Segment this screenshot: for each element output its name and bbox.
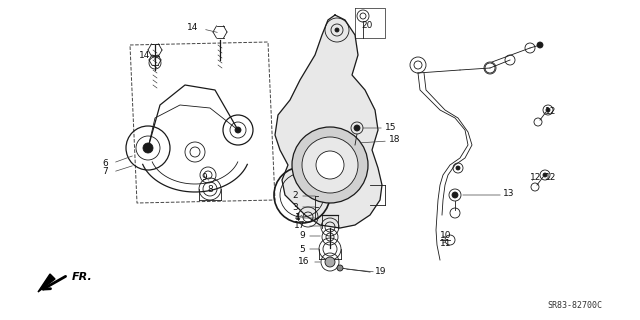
Text: 5: 5 [300, 244, 305, 253]
Text: 19: 19 [375, 268, 387, 276]
Text: 9: 9 [300, 231, 305, 241]
Text: 12: 12 [545, 173, 556, 182]
Polygon shape [275, 15, 382, 228]
Text: SR83-82700C: SR83-82700C [547, 300, 602, 309]
Text: 11: 11 [440, 239, 451, 249]
Circle shape [543, 173, 547, 177]
Text: 15: 15 [385, 123, 397, 132]
Circle shape [354, 125, 360, 131]
Circle shape [337, 265, 343, 271]
Text: 7: 7 [102, 167, 108, 177]
Text: 14: 14 [187, 22, 198, 31]
Text: 20: 20 [361, 20, 372, 29]
Circle shape [335, 28, 339, 32]
Text: 2: 2 [292, 191, 298, 201]
Circle shape [235, 127, 241, 133]
Text: 1: 1 [295, 213, 301, 222]
Text: 10: 10 [440, 230, 451, 239]
Circle shape [537, 42, 543, 48]
Text: 4: 4 [294, 213, 300, 222]
Circle shape [302, 137, 358, 193]
Circle shape [546, 108, 550, 112]
Circle shape [325, 257, 335, 267]
Circle shape [316, 151, 344, 179]
Text: 6: 6 [102, 158, 108, 167]
Text: 12: 12 [545, 108, 556, 116]
Text: 3: 3 [292, 203, 298, 212]
Text: 13: 13 [503, 189, 515, 198]
Circle shape [456, 166, 460, 170]
Text: 17: 17 [294, 221, 305, 230]
Text: 8: 8 [207, 185, 213, 194]
Polygon shape [38, 274, 55, 292]
Text: 16: 16 [298, 258, 309, 267]
Text: 12: 12 [530, 173, 541, 182]
Text: 9: 9 [201, 172, 207, 181]
Circle shape [143, 143, 153, 153]
Circle shape [292, 127, 368, 203]
Text: FR.: FR. [72, 272, 93, 282]
Text: 14: 14 [139, 51, 150, 60]
Text: 18: 18 [389, 135, 401, 145]
Circle shape [452, 192, 458, 198]
